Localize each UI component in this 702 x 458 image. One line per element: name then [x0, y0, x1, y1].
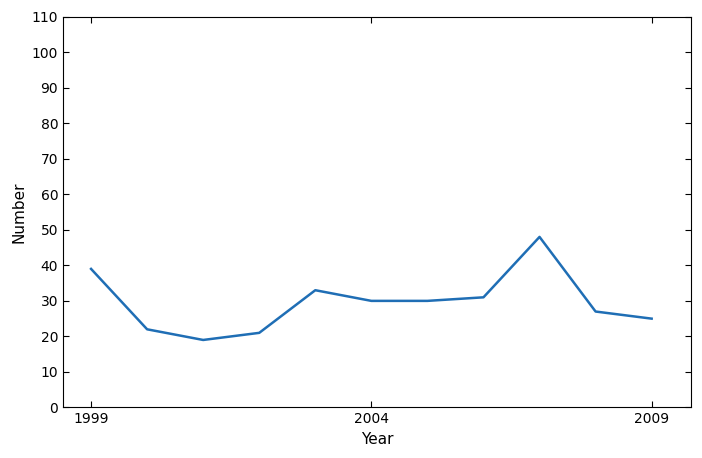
Y-axis label: Number: Number	[11, 181, 26, 243]
X-axis label: Year: Year	[361, 432, 393, 447]
